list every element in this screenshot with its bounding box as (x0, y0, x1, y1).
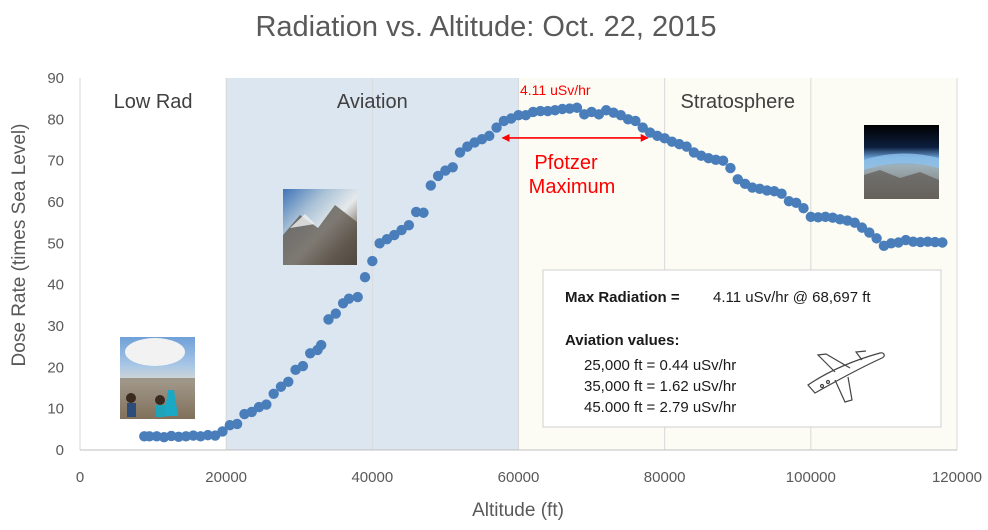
data-point (283, 376, 294, 387)
jet-aircraft-sketch (807, 350, 885, 403)
stratosphere-earth-photo (864, 125, 939, 199)
data-point (261, 399, 272, 410)
y-tick-label-5: 50 (47, 235, 64, 252)
balloon-launch-photo (120, 337, 195, 419)
x-tick-label-2: 40000 (351, 469, 393, 486)
data-point (447, 162, 458, 173)
data-point (798, 203, 809, 214)
data-point (275, 381, 287, 392)
data-point (144, 431, 155, 442)
axes: 0 20000 40000 60000 80000 100000 120000 0 10 20 30… (47, 70, 982, 486)
data-point (389, 229, 400, 241)
data-point (268, 388, 279, 399)
pfotzer-label-line2: Maximum (529, 176, 616, 198)
data-point (359, 272, 371, 283)
x-tick-label-1: 20000 (205, 469, 247, 486)
region-label-0: Low Rad (114, 91, 193, 113)
y-tick-label-9: 90 (47, 70, 64, 87)
data-point (571, 102, 583, 113)
data-point (864, 227, 875, 238)
y-tick-label-1: 10 (47, 401, 64, 418)
data-point (323, 314, 334, 325)
data-point (454, 147, 466, 158)
max-radiation-value: 4.11 uSv/hr @ 68,697 ft (713, 289, 871, 306)
data-point (849, 217, 860, 228)
y-tick-label-8: 80 (47, 111, 64, 128)
region-label-1: Aviation (337, 91, 408, 113)
data-point (396, 224, 407, 236)
data-point (937, 237, 948, 248)
y-tick-label-4: 40 (47, 277, 64, 294)
peak-value-label: 4.11 uSv/hr (520, 82, 591, 98)
x-axis-title: Altitude (ft) (472, 500, 564, 521)
x-tick-label-4: 80000 (644, 469, 686, 486)
x-tick-label-0: 0 (76, 469, 84, 486)
data-point (871, 233, 882, 244)
data-point (403, 219, 415, 231)
aviation-line-45k: 45.000 ft = 2.79 uSv/hr (584, 399, 736, 416)
data-point (217, 426, 228, 437)
data-point (484, 130, 495, 142)
aviation-line-25k: 25,000 ft = 0.44 uSv/hr (584, 357, 736, 374)
aerial-mountain-photo (283, 189, 357, 265)
data-point (231, 418, 243, 430)
pfotzer-annotation: Pfotzer Maximum 4.11 uSv/hr (501, 82, 649, 198)
chart-title: Radiation vs. Altitude: Oct. 22, 2015 (255, 11, 716, 43)
data-point (637, 122, 648, 133)
region-label-2: Stratosphere (680, 91, 795, 113)
y-tick-label-0: 0 (56, 442, 64, 459)
pfotzer-label-line1: Pfotzer (534, 152, 598, 174)
data-point (343, 293, 355, 304)
aviation-line-35k: 35,000 ft = 1.62 uSv/hr (584, 378, 736, 395)
data-point (491, 122, 502, 133)
data-point (630, 115, 641, 127)
aviation-values-title: Aviation values: (565, 332, 679, 349)
info-box: Max Radiation = 4.11 uSv/hr @ 68,697 ft … (542, 269, 942, 428)
data-point (418, 207, 429, 218)
y-axis-title: Dose Rate (times Sea Level) (9, 124, 30, 367)
max-radiation-label: Max Radiation = (565, 289, 680, 306)
data-point (791, 197, 802, 209)
x-tick-label-3: 60000 (498, 469, 540, 486)
y-tick-label-3: 30 (47, 318, 64, 335)
y-tick-label-6: 60 (47, 194, 64, 211)
data-point (856, 222, 868, 233)
data-point (352, 291, 363, 303)
data-point (367, 255, 378, 267)
y-tick-label-2: 20 (47, 359, 64, 376)
data-point (513, 110, 524, 121)
x-tick-label-5: 100000 (786, 469, 836, 486)
data-point (297, 360, 309, 372)
data-point (425, 180, 436, 191)
data-point (776, 188, 787, 199)
x-tick-label-6: 120000 (932, 469, 982, 486)
data-point (725, 162, 736, 174)
data-points (139, 102, 948, 443)
region-labels: Low Rad Aviation Stratosphere (114, 91, 795, 113)
data-point (535, 105, 546, 117)
data-point (717, 155, 729, 166)
data-point (330, 308, 341, 319)
y-tick-label-7: 70 (47, 153, 64, 170)
data-point (315, 339, 327, 351)
data-point (432, 170, 444, 182)
data-point (246, 406, 257, 418)
data-point (681, 141, 692, 152)
